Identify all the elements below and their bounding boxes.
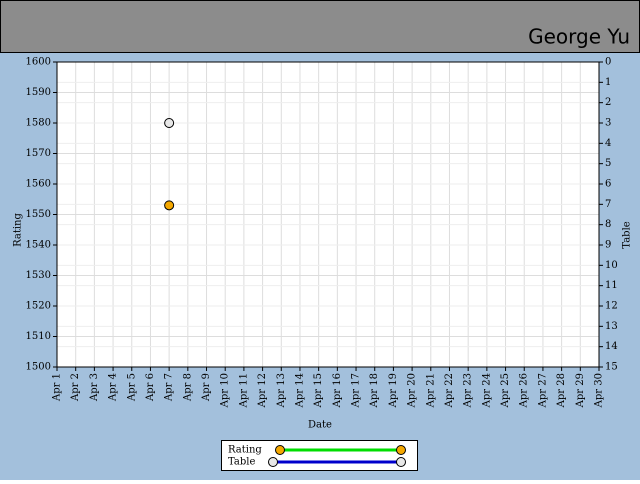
x-tick-label: Apr 6 xyxy=(145,373,156,402)
x-tick-label: Apr 15 xyxy=(313,373,324,408)
legend-marker xyxy=(268,457,278,467)
x-axis-title: Date xyxy=(308,420,332,431)
x-tick-label: Apr 26 xyxy=(519,373,530,408)
y-axis-title: Rating xyxy=(13,213,24,247)
x-tick-label: Apr 1 xyxy=(52,373,63,402)
x-tick-label: Apr 21 xyxy=(425,373,436,408)
y2-tick-label: 4 xyxy=(605,138,611,149)
y-tick-label: 1530 xyxy=(26,270,51,281)
y2-tick-label: 0 xyxy=(605,57,611,68)
y2-tick-label: 10 xyxy=(605,260,618,271)
y-tick-label: 1510 xyxy=(26,331,51,342)
y2-tick-label: 7 xyxy=(605,199,611,210)
x-tick-label: Apr 16 xyxy=(332,373,343,408)
legend-marker xyxy=(396,445,406,455)
legend-label: Rating xyxy=(228,445,262,456)
y-tick-label: 1560 xyxy=(26,179,51,190)
x-tick-label: Apr 4 xyxy=(108,373,119,402)
x-tick-label: Apr 17 xyxy=(351,373,362,408)
y2-axis-title: Table xyxy=(622,221,633,248)
legend-marker xyxy=(396,457,406,467)
y2-tick-label: 2 xyxy=(605,97,611,108)
y-tick-label: 1570 xyxy=(26,148,51,159)
x-tick-label: Apr 5 xyxy=(126,373,137,402)
y-tick-label: 1540 xyxy=(26,240,51,251)
x-tick-label: Apr 14 xyxy=(294,373,305,408)
x-tick-label: Apr 23 xyxy=(463,373,474,408)
y-tick-label: 1580 xyxy=(26,118,51,129)
x-tick-label: Apr 28 xyxy=(556,373,567,408)
y-tick-label: 1550 xyxy=(26,209,51,220)
y-tick-label: 1500 xyxy=(26,362,51,373)
legend-marker xyxy=(275,445,285,455)
x-tick-label: Apr 27 xyxy=(537,373,548,408)
x-tick-label: Apr 9 xyxy=(201,373,212,402)
y2-tick-label: 5 xyxy=(605,158,611,169)
user-name: George Yu xyxy=(528,25,630,49)
x-tick-label: Apr 19 xyxy=(388,373,399,408)
x-tick-label: Apr 30 xyxy=(594,373,605,408)
x-tick-label: Apr 18 xyxy=(369,373,380,408)
x-tick-label: Apr 11 xyxy=(238,373,249,408)
y2-tick-label: 9 xyxy=(605,240,611,251)
y2-tick-label: 15 xyxy=(605,362,618,373)
x-tick-label: Apr 7 xyxy=(164,373,175,402)
y2-tick-label: 11 xyxy=(605,280,618,291)
x-tick-label: Apr 13 xyxy=(276,373,287,408)
y2-tick-label: 13 xyxy=(605,321,618,332)
header-bar xyxy=(0,0,640,53)
y-tick-label: 1590 xyxy=(26,87,51,98)
x-tick-label: Apr 25 xyxy=(500,373,511,408)
y2-tick-label: 12 xyxy=(605,301,618,312)
data-point xyxy=(164,118,175,128)
x-tick-label: Apr 2 xyxy=(70,373,81,402)
x-tick-label: Apr 12 xyxy=(257,373,268,408)
x-tick-label: Apr 8 xyxy=(182,373,193,402)
x-tick-label: Apr 24 xyxy=(481,373,492,408)
y2-tick-label: 1 xyxy=(605,77,611,88)
x-tick-label: Apr 3 xyxy=(89,373,100,402)
x-tick-label: Apr 10 xyxy=(220,373,231,408)
data-point xyxy=(164,200,175,211)
y-tick-label: 1520 xyxy=(26,301,51,312)
y2-tick-label: 8 xyxy=(605,219,611,230)
x-tick-label: Apr 29 xyxy=(575,373,586,408)
x-tick-label: Apr 22 xyxy=(444,373,455,408)
y2-tick-label: 3 xyxy=(605,118,611,129)
y2-tick-label: 14 xyxy=(605,341,618,352)
legend-label: Table xyxy=(228,457,255,468)
legend xyxy=(221,440,418,471)
y2-tick-label: 6 xyxy=(605,179,611,190)
x-tick-label: Apr 20 xyxy=(407,373,418,408)
y-tick-label: 1600 xyxy=(26,57,51,68)
